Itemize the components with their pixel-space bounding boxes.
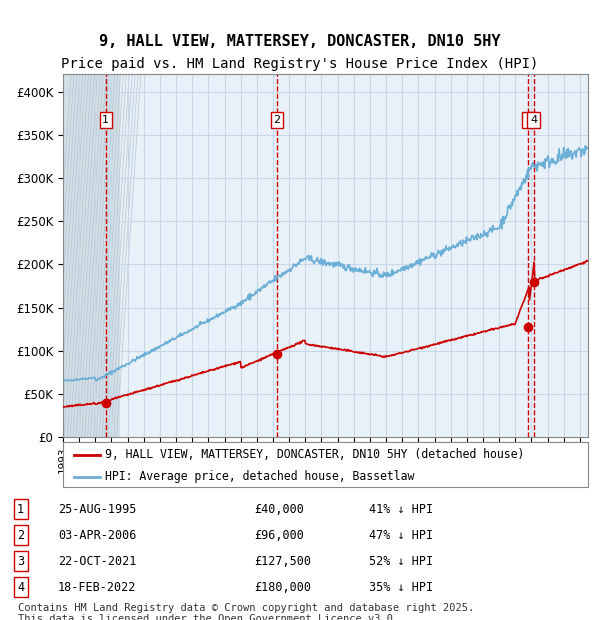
Text: 1: 1 <box>103 115 109 125</box>
Text: 22-OCT-2021: 22-OCT-2021 <box>58 555 136 568</box>
Text: Price paid vs. HM Land Registry's House Price Index (HPI): Price paid vs. HM Land Registry's House … <box>61 57 539 71</box>
Text: £127,500: £127,500 <box>254 555 311 568</box>
Text: 25-AUG-1995: 25-AUG-1995 <box>58 503 136 516</box>
Text: HPI: Average price, detached house, Bassetlaw: HPI: Average price, detached house, Bass… <box>105 471 415 484</box>
Text: 41% ↓ HPI: 41% ↓ HPI <box>369 503 433 516</box>
Text: 4: 4 <box>530 115 537 125</box>
Text: £180,000: £180,000 <box>254 581 311 594</box>
Text: £40,000: £40,000 <box>254 503 304 516</box>
Text: 1: 1 <box>17 503 24 516</box>
Text: 4: 4 <box>17 581 24 594</box>
Text: 2: 2 <box>17 529 24 542</box>
Text: 47% ↓ HPI: 47% ↓ HPI <box>369 529 433 542</box>
Text: 3: 3 <box>525 115 532 125</box>
Text: 9, HALL VIEW, MATTERSEY, DONCASTER, DN10 5HY: 9, HALL VIEW, MATTERSEY, DONCASTER, DN10… <box>99 34 501 49</box>
Text: 2: 2 <box>274 115 281 125</box>
FancyBboxPatch shape <box>63 442 588 487</box>
Text: 18-FEB-2022: 18-FEB-2022 <box>58 581 136 594</box>
Text: 9, HALL VIEW, MATTERSEY, DONCASTER, DN10 5HY (detached house): 9, HALL VIEW, MATTERSEY, DONCASTER, DN10… <box>105 448 524 461</box>
Text: 52% ↓ HPI: 52% ↓ HPI <box>369 555 433 568</box>
Text: 35% ↓ HPI: 35% ↓ HPI <box>369 581 433 594</box>
Bar <box>63 74 119 437</box>
Text: £96,000: £96,000 <box>254 529 304 542</box>
Text: 03-APR-2006: 03-APR-2006 <box>58 529 136 542</box>
Text: 3: 3 <box>17 555 24 568</box>
Text: Contains HM Land Registry data © Crown copyright and database right 2025.
This d: Contains HM Land Registry data © Crown c… <box>18 603 474 620</box>
